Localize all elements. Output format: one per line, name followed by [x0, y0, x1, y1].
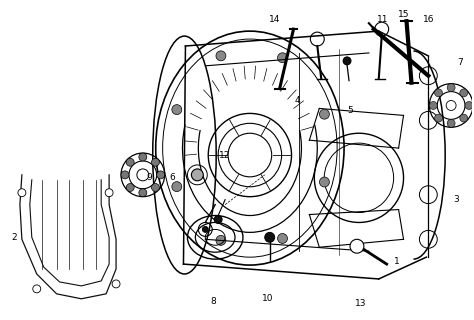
Text: 8: 8 — [210, 297, 216, 306]
Circle shape — [152, 184, 159, 191]
Circle shape — [152, 158, 159, 166]
Text: 4: 4 — [295, 96, 301, 105]
Circle shape — [172, 182, 182, 192]
Circle shape — [191, 169, 203, 181]
Circle shape — [446, 100, 456, 110]
Circle shape — [429, 101, 437, 109]
Circle shape — [105, 189, 113, 197]
Circle shape — [126, 184, 134, 191]
Circle shape — [460, 114, 468, 122]
Circle shape — [112, 280, 120, 288]
Circle shape — [435, 89, 442, 97]
Circle shape — [137, 169, 149, 181]
Text: 15: 15 — [398, 10, 409, 19]
Circle shape — [214, 215, 222, 223]
Text: 12: 12 — [219, 150, 231, 160]
Text: 14: 14 — [269, 15, 280, 24]
Text: 5: 5 — [347, 106, 353, 115]
Circle shape — [350, 239, 364, 253]
Text: 13: 13 — [355, 299, 367, 308]
Circle shape — [460, 89, 468, 97]
Circle shape — [126, 158, 134, 166]
Circle shape — [157, 171, 164, 179]
Text: 9: 9 — [146, 173, 152, 182]
Circle shape — [447, 119, 455, 127]
Text: 11: 11 — [377, 15, 389, 24]
Circle shape — [18, 189, 26, 197]
Circle shape — [139, 153, 147, 161]
Circle shape — [202, 227, 208, 232]
Circle shape — [435, 114, 442, 122]
Circle shape — [319, 177, 329, 187]
Text: 16: 16 — [423, 15, 434, 24]
Circle shape — [139, 189, 147, 197]
Circle shape — [447, 84, 455, 92]
Circle shape — [265, 232, 274, 242]
Circle shape — [33, 285, 41, 293]
Text: 10: 10 — [262, 294, 273, 303]
Circle shape — [278, 234, 287, 244]
Circle shape — [121, 171, 129, 179]
Text: 1: 1 — [394, 257, 400, 266]
Text: 3: 3 — [453, 195, 459, 204]
Text: 6: 6 — [170, 173, 175, 182]
Circle shape — [343, 57, 351, 65]
Circle shape — [278, 53, 287, 63]
Circle shape — [172, 105, 182, 115]
Text: 2: 2 — [11, 233, 17, 242]
Circle shape — [216, 51, 226, 61]
Circle shape — [216, 236, 226, 245]
Circle shape — [319, 109, 329, 119]
Circle shape — [465, 101, 473, 109]
Text: 7: 7 — [457, 58, 463, 67]
